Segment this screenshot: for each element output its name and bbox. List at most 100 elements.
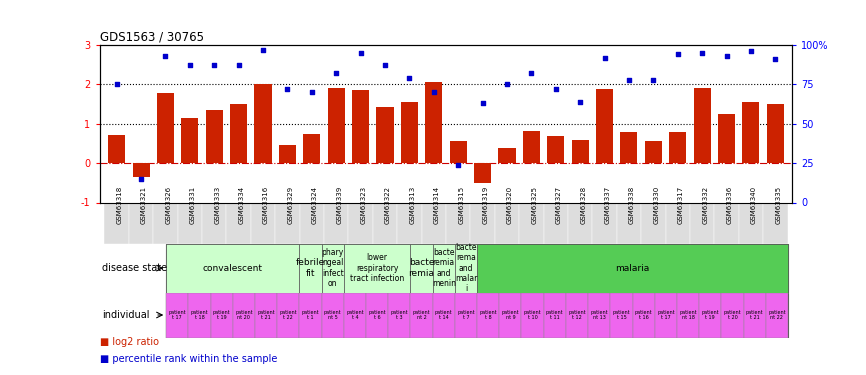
Bar bbox=[766, 292, 788, 338]
Bar bbox=[366, 292, 388, 338]
Bar bbox=[410, 244, 433, 292]
Bar bbox=[422, 202, 446, 244]
Bar bbox=[230, 104, 247, 163]
Point bbox=[646, 76, 660, 82]
Text: GSM63335: GSM63335 bbox=[775, 186, 781, 224]
Bar bbox=[181, 118, 198, 163]
Bar bbox=[157, 93, 174, 163]
Text: GSM63328: GSM63328 bbox=[580, 186, 586, 224]
Text: patient
t 22: patient t 22 bbox=[280, 310, 297, 320]
Text: febrile
fit: febrile fit bbox=[296, 258, 325, 278]
Bar bbox=[388, 292, 410, 338]
Bar bbox=[455, 292, 477, 338]
Text: GSM63325: GSM63325 bbox=[532, 186, 538, 224]
Bar bbox=[572, 140, 589, 163]
Text: GSM63321: GSM63321 bbox=[141, 186, 147, 224]
Bar bbox=[721, 292, 744, 338]
Bar bbox=[226, 202, 251, 244]
Bar bbox=[596, 89, 613, 163]
Text: patient
t 17: patient t 17 bbox=[657, 310, 675, 320]
Bar bbox=[372, 202, 397, 244]
Bar bbox=[449, 141, 467, 163]
Bar bbox=[714, 202, 739, 244]
Point bbox=[671, 51, 685, 57]
Bar bbox=[655, 292, 677, 338]
Text: bacte
rema
and
malar
i: bacte rema and malar i bbox=[455, 243, 477, 293]
Point bbox=[110, 81, 124, 87]
Point bbox=[183, 63, 197, 69]
Point bbox=[329, 70, 343, 76]
Text: patient
t 21: patient t 21 bbox=[746, 310, 764, 320]
Bar bbox=[206, 110, 223, 163]
Bar bbox=[189, 292, 210, 338]
Text: lower
respiratory
tract infection: lower respiratory tract infection bbox=[350, 253, 404, 283]
Point bbox=[207, 63, 221, 69]
Text: GSM63316: GSM63316 bbox=[263, 186, 269, 224]
Bar bbox=[401, 102, 418, 163]
Bar bbox=[470, 202, 494, 244]
Bar bbox=[763, 202, 787, 244]
Bar bbox=[699, 292, 721, 338]
Text: patient
t 21: patient t 21 bbox=[257, 310, 275, 320]
Bar bbox=[568, 202, 592, 244]
Bar bbox=[433, 244, 455, 292]
Text: patient
t 3: patient t 3 bbox=[391, 310, 408, 320]
Point bbox=[378, 63, 392, 69]
Bar bbox=[611, 292, 632, 338]
Bar bbox=[520, 202, 544, 244]
Point bbox=[622, 76, 636, 82]
Bar bbox=[739, 202, 763, 244]
Point bbox=[573, 99, 587, 105]
Point bbox=[768, 56, 782, 62]
Point bbox=[256, 47, 270, 53]
Point bbox=[427, 89, 441, 95]
Bar bbox=[233, 292, 255, 338]
Text: GSM63334: GSM63334 bbox=[239, 186, 244, 224]
Text: GSM63330: GSM63330 bbox=[653, 186, 659, 224]
Text: GSM63326: GSM63326 bbox=[165, 186, 171, 224]
Text: patient
t 1: patient t 1 bbox=[301, 310, 320, 320]
Bar bbox=[324, 202, 348, 244]
Bar bbox=[279, 146, 296, 163]
Text: GSM63337: GSM63337 bbox=[604, 186, 611, 224]
Bar bbox=[521, 292, 544, 338]
Bar bbox=[344, 244, 410, 292]
Text: bacte
remia: bacte remia bbox=[409, 258, 435, 278]
Text: patient
nt 20: patient nt 20 bbox=[235, 310, 253, 320]
Text: GSM63340: GSM63340 bbox=[751, 186, 757, 224]
Point bbox=[305, 89, 319, 95]
Bar bbox=[166, 244, 300, 292]
Bar bbox=[166, 292, 788, 338]
Bar bbox=[255, 292, 277, 338]
Bar bbox=[397, 202, 422, 244]
Point bbox=[598, 55, 611, 61]
Text: GSM63315: GSM63315 bbox=[458, 186, 464, 224]
Bar bbox=[178, 202, 202, 244]
Text: patient
t 16: patient t 16 bbox=[635, 310, 652, 320]
Bar bbox=[617, 202, 641, 244]
Bar bbox=[694, 87, 711, 163]
Point bbox=[403, 75, 417, 81]
Text: patient
t 12: patient t 12 bbox=[568, 310, 585, 320]
Bar bbox=[153, 202, 178, 244]
Point bbox=[232, 63, 246, 69]
Bar bbox=[166, 244, 788, 292]
Text: ■ log2 ratio: ■ log2 ratio bbox=[100, 337, 158, 347]
Text: patient
nt 18: patient nt 18 bbox=[679, 310, 697, 320]
Bar bbox=[718, 114, 735, 163]
Text: individual: individual bbox=[102, 310, 149, 320]
Text: GSM63329: GSM63329 bbox=[288, 186, 294, 224]
Text: patient
t 19: patient t 19 bbox=[213, 310, 230, 320]
Bar bbox=[766, 104, 784, 163]
Bar bbox=[499, 148, 515, 163]
Text: GSM63319: GSM63319 bbox=[482, 186, 488, 224]
Text: patient
t 17: patient t 17 bbox=[169, 310, 186, 320]
Bar bbox=[742, 102, 759, 163]
Bar bbox=[592, 202, 617, 244]
Text: GSM63320: GSM63320 bbox=[507, 186, 513, 224]
Text: GSM63338: GSM63338 bbox=[629, 186, 635, 224]
Bar bbox=[300, 292, 321, 338]
Bar bbox=[677, 292, 699, 338]
Bar bbox=[544, 202, 568, 244]
Bar bbox=[321, 244, 344, 292]
